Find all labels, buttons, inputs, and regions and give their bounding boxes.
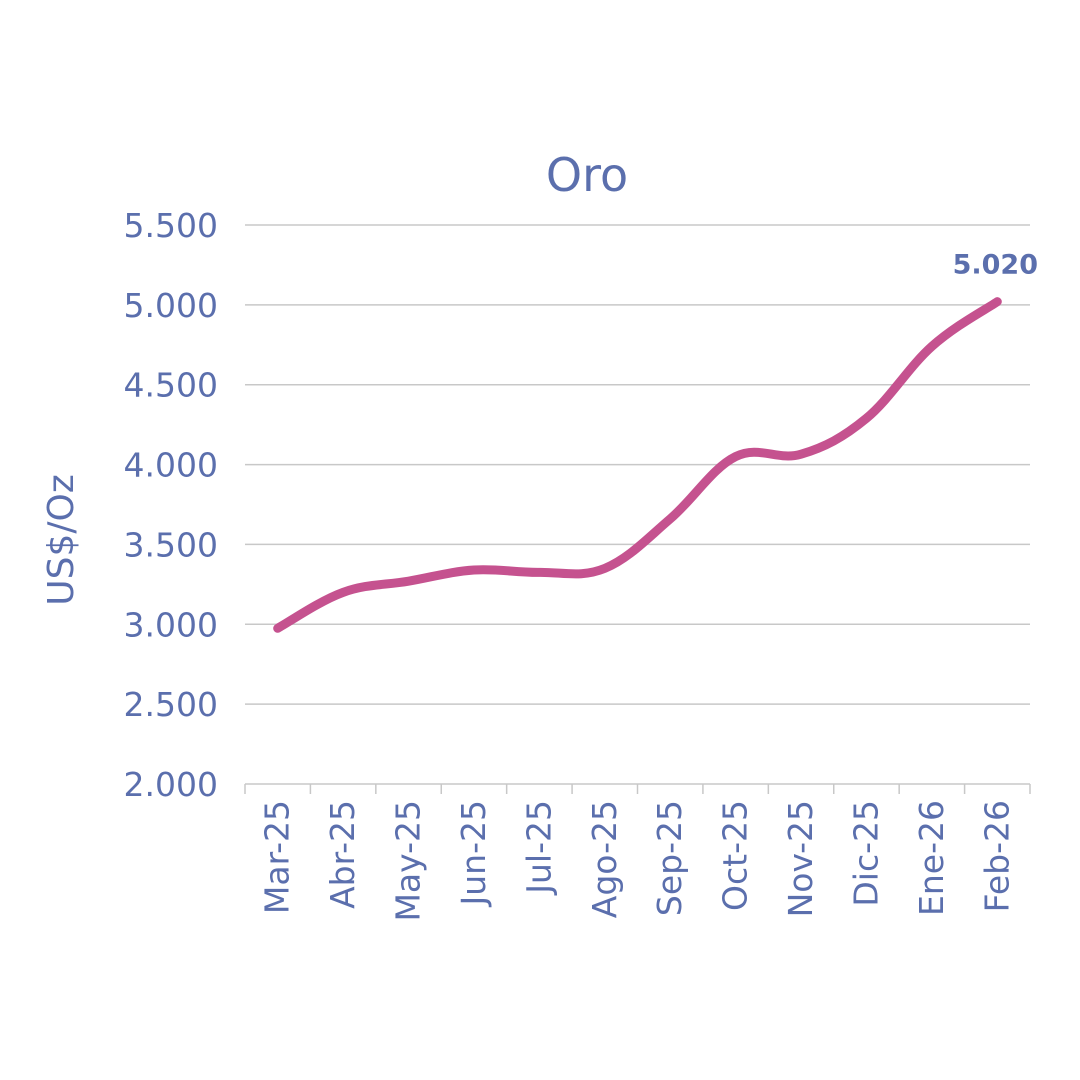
y-tick-label: 3.000: [124, 605, 218, 644]
x-tick-label: Ene-26: [912, 800, 951, 916]
x-tick-label: May-25: [389, 800, 428, 922]
data-point: [996, 301, 998, 303]
y-tick-label: 4.000: [124, 446, 218, 485]
y-tick-label: 2.500: [124, 685, 218, 724]
data-point: [277, 627, 279, 629]
data-point: [931, 345, 933, 347]
y-tick-label: 5.000: [124, 286, 218, 325]
data-point: [538, 571, 540, 573]
data-point: [342, 591, 344, 593]
data-point: [735, 456, 737, 458]
x-axis: [244, 783, 1031, 794]
y-axis-label: US$/Oz: [41, 474, 82, 605]
x-tick-label: Jun-25: [454, 800, 493, 907]
x-tick-label: Feb-26: [977, 800, 1016, 912]
chart-title: Oro: [546, 148, 628, 202]
data-point: [473, 569, 475, 571]
data-labels: 5.020: [953, 250, 1038, 281]
x-tick-label: Jul-25: [519, 800, 558, 896]
y-tick-label: 2.000: [124, 765, 218, 804]
y-tick-label: 4.500: [124, 366, 218, 405]
x-tick-label: Oct-25: [716, 800, 755, 911]
y-tick-label: 3.500: [124, 525, 218, 564]
data-point: [865, 417, 867, 419]
data-point: [408, 580, 410, 582]
series-layer: [273, 297, 1002, 633]
x-tick-label: Abr-25: [323, 800, 362, 909]
x-tick-label: Ago-25: [585, 800, 624, 918]
data-point: [604, 567, 606, 569]
x-tick-label: Nov-25: [781, 800, 820, 917]
data-label: 5.020: [953, 250, 1038, 281]
y-axis-ticks: 2.000 2.500 3.000 3.500 4.000 4.500 5.000 5.500: [124, 206, 218, 804]
series-line: [273, 297, 1002, 633]
gridlines: [245, 224, 1030, 705]
data-point: [800, 453, 802, 455]
x-tick-label: Dic-25: [846, 800, 885, 907]
y-tick-label: 5.500: [124, 206, 218, 245]
x-axis-ticks: Mar-25 Abr-25 May-25 Jun-25 Jul-25 Ago-25 Sep-…: [258, 800, 1017, 922]
x-tick-label: Sep-25: [650, 800, 689, 916]
x-tick-label: Mar-25: [258, 800, 297, 914]
data-point: [669, 518, 671, 520]
